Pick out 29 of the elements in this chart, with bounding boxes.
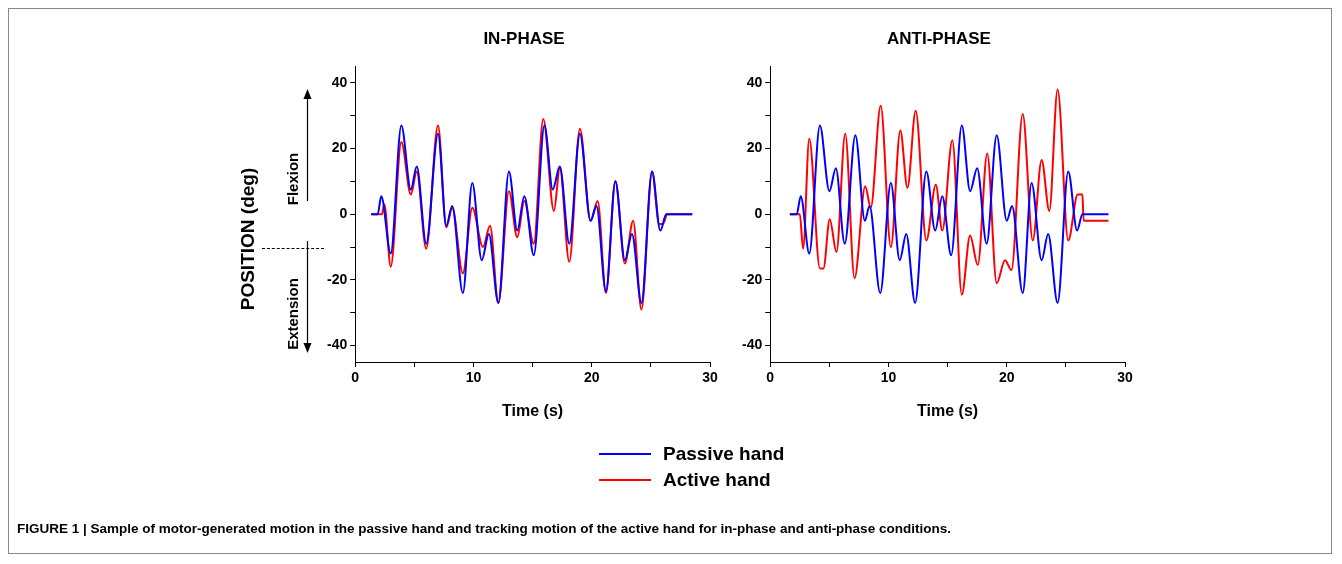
y-tick-label: -20 <box>742 270 763 287</box>
x-axis-title: Time (s) <box>917 401 979 419</box>
x-tick-label: 30 <box>702 369 718 386</box>
x-tick-label: 20 <box>998 369 1015 386</box>
y-tick-label: 20 <box>746 139 763 156</box>
x-tick-label: 30 <box>1117 369 1133 386</box>
x-tick-label: 10 <box>465 369 482 386</box>
text: Flexion <box>283 152 301 206</box>
line-series <box>788 124 1110 304</box>
y-tick-label: 0 <box>339 205 348 222</box>
text: Extension <box>283 278 301 350</box>
x-axis-title: Time (s) <box>502 401 564 419</box>
y-tick-label: 20 <box>331 139 348 156</box>
caption: FIGURE 1 | Sample of motor-generated motion in the passive hand and tracking motion of the active hand for in-phase and anti-phase conditions. <box>17 521 951 536</box>
x-tick-label: 0 <box>766 369 775 386</box>
legend-label: Passive hand <box>663 443 785 465</box>
legend-label: Active hand <box>663 469 771 491</box>
chart-title: ANTI-PHASE <box>886 29 992 49</box>
y-tick-label: -20 <box>327 270 348 287</box>
chart-title: IN-PHASE <box>482 29 566 49</box>
y-tick-label: -40 <box>742 336 763 353</box>
y-axis-title: POSITION (deg) <box>237 167 259 311</box>
x-tick-label: 0 <box>351 369 360 386</box>
y-tick-label: 40 <box>746 73 763 90</box>
y-tick-label: -40 <box>327 336 348 353</box>
x-tick-label: 20 <box>583 369 600 386</box>
y-tick-label: 40 <box>331 73 348 90</box>
x-tick-label: 10 <box>880 369 897 386</box>
y-tick-label: 0 <box>754 205 763 222</box>
